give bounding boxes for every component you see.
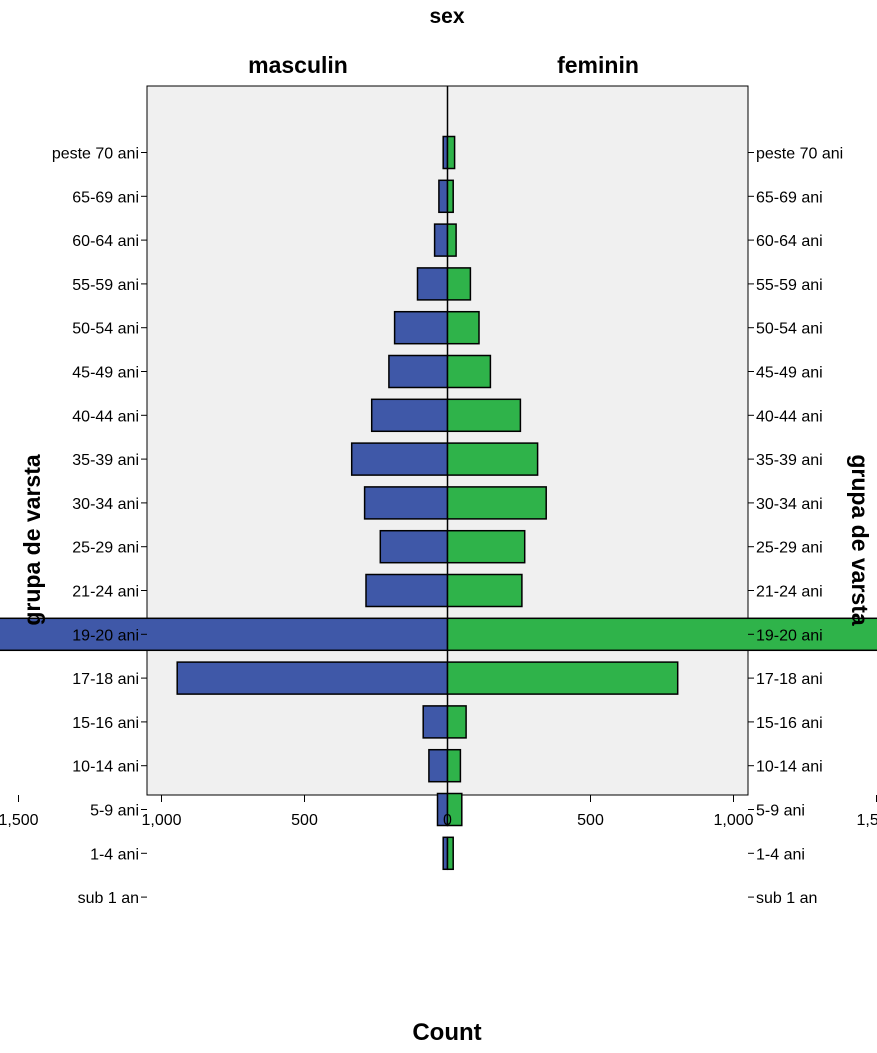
category-label-left: sub 1 an <box>78 890 139 907</box>
category-label-right: sub 1 an <box>756 890 817 907</box>
category-label-right: 55-59 ani <box>756 277 823 294</box>
bar-feminin <box>446 792 463 827</box>
x-tick-label: 1,500 <box>0 812 39 829</box>
category-label-right: 30-34 ani <box>756 496 823 513</box>
category-label-right: 50-54 ani <box>756 321 823 338</box>
bars-group <box>0 135 877 871</box>
bar-masculin <box>428 748 449 783</box>
category-label-left: 30-34 ani <box>72 496 139 513</box>
category-label-right: 10-14 ani <box>756 759 823 776</box>
bar-feminin <box>446 442 539 476</box>
bar-feminin <box>446 748 462 783</box>
category-label-left: 60-64 ani <box>72 233 139 250</box>
category-label-right: 65-69 ani <box>756 189 823 206</box>
bar-masculin <box>370 398 449 433</box>
bar-feminin <box>446 135 456 170</box>
category-label-left: 25-29 ani <box>72 540 139 557</box>
bar-feminin <box>446 573 523 608</box>
bar-masculin <box>363 486 449 520</box>
category-label-left: 50-54 ani <box>72 321 139 338</box>
bar-feminin <box>446 617 877 652</box>
category-label-left: 65-69 ani <box>72 189 139 206</box>
category-label-right: 15-16 ani <box>756 715 823 732</box>
bar-feminin <box>446 836 454 871</box>
bar-feminin <box>446 354 492 389</box>
bar-feminin <box>446 179 454 214</box>
panel-label-left: masculin <box>248 52 348 78</box>
bar-masculin <box>176 661 449 695</box>
panel-label-right: feminin <box>557 52 639 78</box>
category-label-right: 1-4 ani <box>756 846 805 863</box>
y-axis-title-left: grupa de varsta <box>19 454 45 625</box>
bar-masculin <box>393 310 449 345</box>
category-label-right: 60-64 ani <box>756 233 823 250</box>
bar-masculin <box>416 267 449 301</box>
x-tick-label: 0 <box>443 812 452 829</box>
bar-feminin <box>446 486 547 520</box>
bar-feminin <box>446 267 472 301</box>
category-label-left: peste 70 ani <box>52 146 139 163</box>
category-label-left: 10-14 ani <box>72 759 139 776</box>
x-tick-label: 500 <box>291 812 318 829</box>
category-label-left: 19-20 ani <box>72 627 139 644</box>
x-tick-label: 1,500 <box>856 812 877 829</box>
x-tick-label: 1,000 <box>141 812 181 829</box>
chart-title: sex <box>429 5 464 28</box>
x-axis-title: Count <box>412 1019 481 1046</box>
category-label-left: 1-4 ani <box>90 846 139 863</box>
category-label-right: 25-29 ani <box>756 540 823 557</box>
category-label-right: 35-39 ani <box>756 452 823 469</box>
x-tick-label: 1,000 <box>713 812 753 829</box>
bar-masculin <box>438 179 449 214</box>
category-label-right: 40-44 ani <box>756 408 823 425</box>
bar-feminin <box>446 398 522 433</box>
category-label-right: 19-20 ani <box>756 627 823 644</box>
bar-masculin <box>388 354 449 389</box>
bar-feminin <box>446 310 480 345</box>
category-label-left: 40-44 ani <box>72 408 139 425</box>
bar-feminin <box>446 529 526 564</box>
category-label-left: 55-59 ani <box>72 277 139 294</box>
category-label-left: 17-18 ani <box>72 671 139 688</box>
bar-masculin <box>433 223 449 257</box>
category-label-left: 35-39 ani <box>72 452 139 469</box>
category-label-left: 21-24 ani <box>72 584 139 601</box>
category-label-left: 5-9 ani <box>90 803 139 820</box>
category-label-right: 45-49 ani <box>756 365 823 382</box>
y-axis-title-right: grupa de varsta <box>847 454 873 625</box>
bar-feminin <box>446 705 467 739</box>
bar-masculin <box>422 705 449 739</box>
bar-masculin <box>350 442 449 476</box>
bar-masculin <box>365 573 449 608</box>
bar-masculin <box>0 617 449 652</box>
bar-feminin <box>446 223 457 257</box>
category-label-right: peste 70 ani <box>756 146 843 163</box>
category-label-right: 21-24 ani <box>756 584 823 601</box>
bar-feminin <box>446 661 679 695</box>
category-label-right: 17-18 ani <box>756 671 823 688</box>
category-label-right: 5-9 ani <box>756 803 805 820</box>
category-label-left: 15-16 ani <box>72 715 139 732</box>
category-label-left: 45-49 ani <box>72 365 139 382</box>
x-tick-label: 500 <box>577 812 604 829</box>
category-labels-group: peste 70 ani peste 70 ani 65-69 ani 65-69 a… <box>52 146 843 908</box>
bar-masculin <box>379 529 449 564</box>
